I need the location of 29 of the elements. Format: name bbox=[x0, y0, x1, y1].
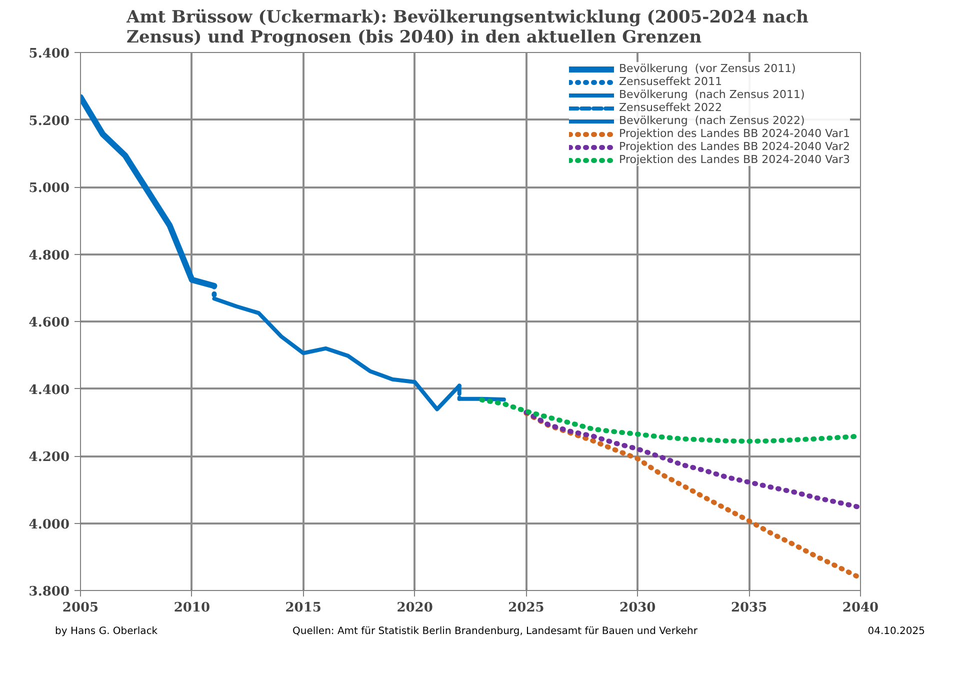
y-tick-label: 4.000 bbox=[28, 517, 70, 532]
x-tick-label: 2010 bbox=[174, 600, 210, 616]
y-tick-label: 4.400 bbox=[28, 382, 70, 398]
x-tick-label: 2040 bbox=[842, 600, 879, 616]
legend-label: Bevölkerung (nach Zensus 2011) bbox=[619, 88, 805, 101]
x-tick-label: 2005 bbox=[62, 600, 99, 616]
x-tick-label: 2035 bbox=[730, 600, 768, 616]
legend-label: Bevölkerung (nach Zensus 2022) bbox=[619, 114, 805, 127]
source-note: Quellen: Amt für Statistik Berlin Brandenburg, Landesamt für Bauen und Verkehr bbox=[292, 625, 698, 639]
legend-label: Projektion des Landes BB 2024-2040 Var2 bbox=[619, 140, 850, 153]
legend-label: Projektion des Landes BB 2024-2040 Var1 bbox=[619, 127, 850, 140]
legend-label: Projektion des Landes BB 2024-2040 Var3 bbox=[619, 153, 850, 166]
legend-label: Bevölkerung (vor Zensus 2011) bbox=[619, 62, 796, 75]
chart-title: Amt Brüssow (Uckermark): Bevölkerungsentwicklung (2005-2024 nach Zensus) und Prognosen (bis 2040) in den aktuellen Grenzen bbox=[126, 8, 809, 48]
legend-label: Zensuseffekt 2022 bbox=[619, 101, 722, 114]
x-tick-label: 2025 bbox=[508, 600, 544, 616]
text: 04.10.2025 bbox=[868, 625, 925, 639]
x-tick-label: 2015 bbox=[285, 600, 322, 616]
x-tick-label: 2020 bbox=[396, 600, 433, 616]
y-tick-label: 4.600 bbox=[28, 316, 70, 330]
y-tick-label: 4.200 bbox=[28, 450, 70, 465]
x-tick-label: 2030 bbox=[620, 600, 656, 616]
legend-label: Zensuseffekt 2011 bbox=[619, 75, 722, 88]
y-tick-label: 3.800 bbox=[28, 584, 70, 600]
y-tick-label: 5.000 bbox=[28, 181, 70, 196]
y-tick-label: 5.200 bbox=[28, 114, 70, 129]
text: by Hans G. Oberlack bbox=[55, 625, 158, 639]
y-tick-label: 5.400 bbox=[28, 46, 70, 62]
y-tick-label: 4.800 bbox=[28, 248, 70, 264]
